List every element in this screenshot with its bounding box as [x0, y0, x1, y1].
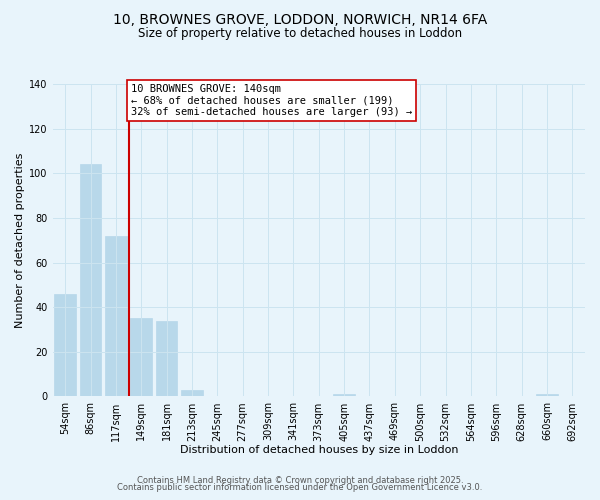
Bar [334, 394, 355, 396]
Text: 10 BROWNES GROVE: 140sqm
← 68% of detached houses are smaller (199)
32% of semi-: 10 BROWNES GROVE: 140sqm ← 68% of detach… [131, 84, 412, 117]
Text: Contains HM Land Registry data © Crown copyright and database right 2025.: Contains HM Land Registry data © Crown c… [137, 476, 463, 485]
Y-axis label: Number of detached properties: Number of detached properties [15, 152, 25, 328]
Bar [105, 236, 127, 396]
X-axis label: Distribution of detached houses by size in Loddon: Distribution of detached houses by size … [179, 445, 458, 455]
Bar [55, 294, 76, 396]
Text: Size of property relative to detached houses in Loddon: Size of property relative to detached ho… [138, 28, 462, 40]
Text: 10, BROWNES GROVE, LODDON, NORWICH, NR14 6FA: 10, BROWNES GROVE, LODDON, NORWICH, NR14… [113, 12, 487, 26]
Bar [156, 320, 178, 396]
Bar [536, 394, 558, 396]
Bar [181, 390, 203, 396]
Bar [80, 164, 101, 396]
Bar [130, 318, 152, 396]
Text: Contains public sector information licensed under the Open Government Licence v3: Contains public sector information licen… [118, 484, 482, 492]
